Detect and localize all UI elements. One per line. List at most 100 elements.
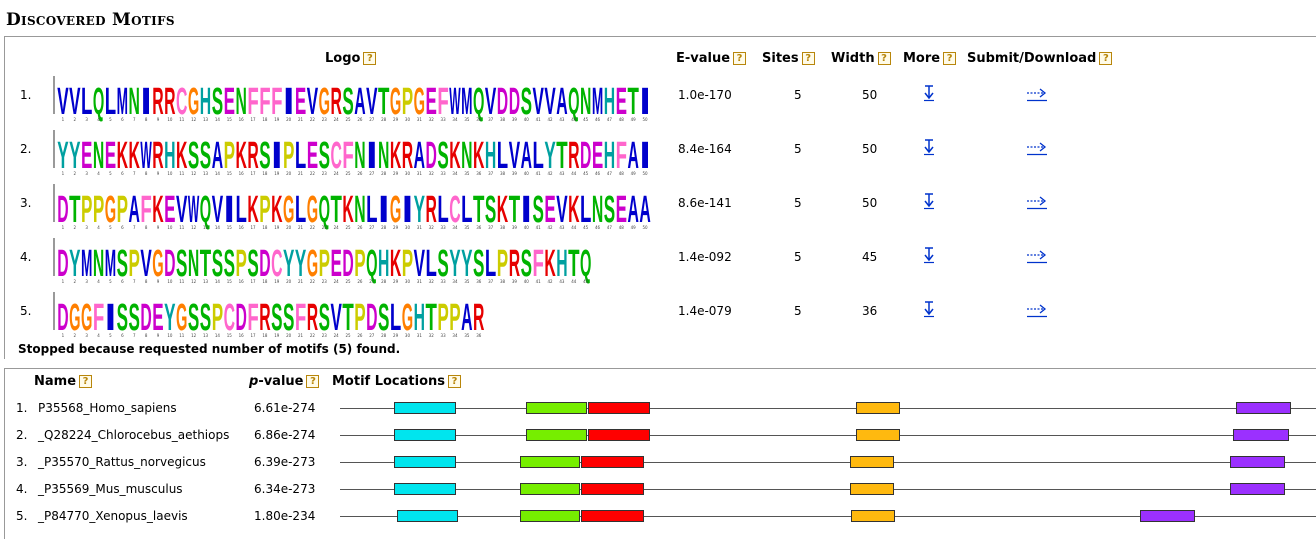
logo-position-tick: 31 xyxy=(417,225,423,230)
help-icon[interactable]: ? xyxy=(943,52,957,65)
motif-logo[interactable]: V1 V2 L3 Q4 L5 M6 N7 I8 R9 R10 C11 G12 H13 S14 E15 N16 F… xyxy=(30,74,655,122)
motif-site-block[interactable] xyxy=(856,402,900,414)
motif-site-block[interactable] xyxy=(520,483,580,495)
motif-site-block[interactable] xyxy=(397,510,458,522)
motif-site-block[interactable] xyxy=(1233,429,1289,441)
logo-position-tick: 5 xyxy=(109,117,112,122)
motif-site-block[interactable] xyxy=(526,429,587,441)
motif-logo[interactable]: D1 Y2 M3 N4 M5 S6 P7 V8 G9 D10 S11 N12 T13 S14 S15 P16 S… xyxy=(30,236,655,284)
motif-site-block[interactable] xyxy=(520,510,580,522)
logo-letter: K xyxy=(390,243,402,284)
motif-site-block[interactable] xyxy=(851,510,895,522)
motif-logo[interactable]: D1 T2 P3 P4 G5 P6 A7 F8 K9 E10 V11 W12 Q13 V14 I15 L16 K… xyxy=(30,182,655,230)
logo-position-tick: 47 xyxy=(607,225,613,230)
help-icon[interactable]: ? xyxy=(79,375,93,388)
motif-site-block[interactable] xyxy=(581,456,644,468)
submit-download-icon[interactable] xyxy=(1026,84,1048,102)
logo-position-tick: 28 xyxy=(381,279,387,284)
logo-position-tick: 17 xyxy=(250,279,256,284)
motif-site-block[interactable] xyxy=(588,402,650,414)
logo-letter: K xyxy=(247,189,259,230)
logo-letter: S xyxy=(521,243,532,284)
logo-letter: T xyxy=(330,189,341,230)
logo-position-tick: 26 xyxy=(357,117,363,122)
motif-logo[interactable]: Y1 Y2 E3 N4 E5 K6 K7 W8 R9 H10 K11 S12 S13 A14 P15 K16 R… xyxy=(30,128,655,176)
logo-letter: Q xyxy=(200,189,211,230)
help-icon[interactable]: ? xyxy=(877,52,891,65)
motif-site-block[interactable] xyxy=(394,429,456,441)
logo-letter: L xyxy=(235,189,246,230)
logo-letter: D xyxy=(57,189,68,230)
submit-download-icon[interactable] xyxy=(1026,300,1048,318)
logo-position-tick: 11 xyxy=(179,333,185,338)
logo-position-tick: 17 xyxy=(250,333,256,338)
motif-site-block[interactable] xyxy=(394,456,456,468)
motif-site-block[interactable] xyxy=(1236,402,1291,414)
logo-letter: L xyxy=(105,81,116,122)
logo-position-tick: 34 xyxy=(452,171,458,176)
logo-letter: V xyxy=(485,81,497,122)
logo-position-tick: 6 xyxy=(121,333,124,338)
motif-site-block[interactable] xyxy=(850,483,894,495)
motif-site-block[interactable] xyxy=(850,456,894,468)
logo-letter: E xyxy=(81,135,92,176)
logo-position-tick: 30 xyxy=(405,225,411,230)
logo-position-tick: 27 xyxy=(369,171,375,176)
help-icon[interactable]: ? xyxy=(448,375,462,388)
sequence-pvalue: 6.34e-273 xyxy=(254,482,316,496)
submit-download-icon[interactable] xyxy=(1026,192,1048,210)
logo-position-tick: 3 xyxy=(85,171,88,176)
logo-letter: M xyxy=(81,243,92,284)
more-info-icon[interactable] xyxy=(922,84,936,102)
motif-site-block[interactable] xyxy=(394,402,456,414)
sequence-number: 1. xyxy=(16,401,28,415)
logo-letter: P xyxy=(259,189,270,230)
motif-site-block[interactable] xyxy=(1140,510,1195,522)
logo-position-tick: 35 xyxy=(464,225,470,230)
logo-position-tick: 4 xyxy=(97,171,100,176)
logo-position-tick: 33 xyxy=(441,333,447,338)
motif-site-block[interactable] xyxy=(856,429,900,441)
logo-letter: S xyxy=(259,135,270,176)
motif-site-block[interactable] xyxy=(581,483,644,495)
logo-letter: Y xyxy=(69,243,80,284)
logo-letter: D xyxy=(497,81,508,122)
motif-site-block[interactable] xyxy=(588,429,650,441)
motif-evalue: 1.4e-079 xyxy=(678,304,732,318)
more-info-icon[interactable] xyxy=(922,192,936,210)
logo-letter: I xyxy=(378,189,389,230)
logo-letter: S xyxy=(200,135,211,176)
more-info-icon[interactable] xyxy=(922,138,936,156)
motif-logo[interactable]: D1 G2 G3 F4 I5 S6 S7 D8 E9 Y10 G11 S12 S13 P14 C15 D16 F… xyxy=(30,290,655,338)
logo-letter: D xyxy=(259,243,270,284)
logo-letter: A xyxy=(556,81,567,122)
logo-position-tick: 19 xyxy=(274,225,280,230)
logo-letter: D xyxy=(580,135,591,176)
motif-site-block[interactable] xyxy=(1230,456,1285,468)
logo-letter: L xyxy=(295,189,306,230)
motif-site-block[interactable] xyxy=(526,402,587,414)
more-info-icon[interactable] xyxy=(922,246,936,264)
logo-letter: T xyxy=(556,135,567,176)
help-icon[interactable]: ? xyxy=(1099,52,1113,65)
help-icon[interactable]: ? xyxy=(733,52,747,65)
motif-site-block[interactable] xyxy=(520,456,580,468)
logo-letter: T xyxy=(69,189,80,230)
logo-position-tick: 16 xyxy=(239,171,245,176)
logo-letter: E xyxy=(152,297,163,338)
logo-letter: R xyxy=(307,297,318,338)
logo-letter: R xyxy=(259,297,270,338)
more-info-icon[interactable] xyxy=(922,300,936,318)
logo-position-tick: 7 xyxy=(133,225,136,230)
motif-site-block[interactable] xyxy=(394,483,456,495)
help-icon[interactable]: ? xyxy=(306,375,320,388)
motif-site-block[interactable] xyxy=(1230,483,1285,495)
motif-site-block[interactable] xyxy=(581,510,644,522)
submit-download-icon[interactable] xyxy=(1026,138,1048,156)
logo-position-tick: 48 xyxy=(619,117,625,122)
help-icon[interactable]: ? xyxy=(363,52,377,65)
logo-position-tick: 28 xyxy=(381,117,387,122)
help-icon[interactable]: ? xyxy=(801,52,815,65)
submit-download-icon[interactable] xyxy=(1026,246,1048,264)
logo-letter: G xyxy=(307,243,318,284)
